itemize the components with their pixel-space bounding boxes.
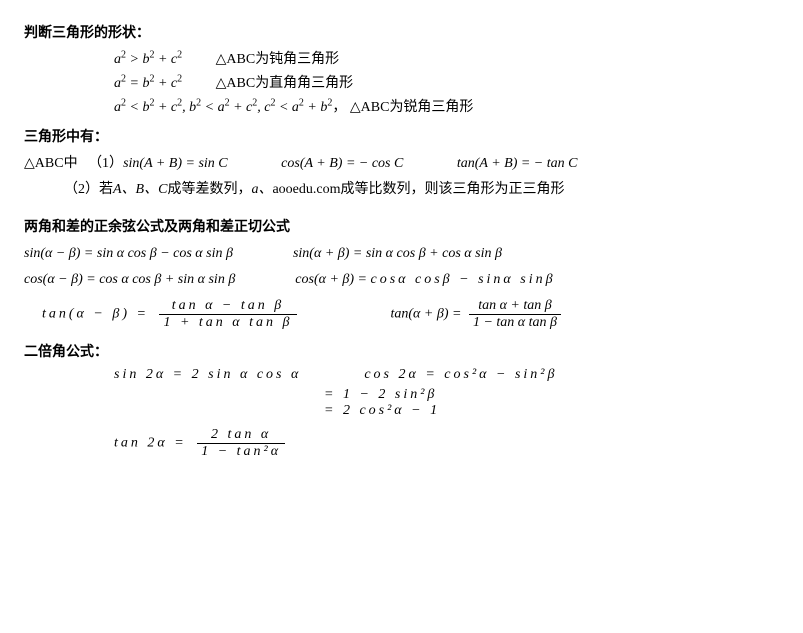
title-shape: 判断三角形的形状：	[24, 22, 779, 42]
double-line-3: = 2 cos²α − 1	[324, 403, 779, 419]
sin-row: sin(α − β) = sin α cos β − cos α sin β s…	[24, 246, 779, 262]
tri-line-1: △ABC中 （1）sin(A + B) = sin C cos(A + B) =…	[24, 152, 779, 172]
shape-line-3: a2 < b2 + c2, b2 < a2 + c2, c2 < a2 + b2…	[114, 96, 779, 116]
double-line-2: = 1 − 2 sin²β	[324, 387, 779, 403]
cos-minus: cos(α − β) = cos α cos β + sin α sin β	[24, 272, 235, 288]
tan-row: tan(α − β) = tan α − tan β1 + tan α tan …	[42, 298, 779, 331]
watermark-text: aooedu.com	[272, 182, 340, 197]
sin-minus: sin(α − β) = sin α cos β − cos α sin β	[24, 246, 233, 262]
title-tri-in: 三角形中有：	[24, 126, 779, 146]
shape-line-1: a2 > b2 + c2 △ABC为钝角三角形	[114, 48, 779, 68]
title-sumdiff: 两角和差的正余弦公式及两角和差正切公式	[24, 216, 779, 236]
title-double: 二倍角公式：	[24, 341, 779, 361]
shape-line-2: a2 = b2 + c2 △ABC为直角角三角形	[114, 72, 779, 92]
tan-minus: tan(α − β) = tan α − tan β1 + tan α tan …	[42, 298, 301, 331]
tan-plus: tan(α + β) = tan α + tan β1 − tan α tan …	[391, 298, 566, 331]
double-tan: tan 2α = 2 tan α1 − tan²α	[114, 427, 779, 460]
cos-row: cos(α − β) = cos α cos β + sin α sin β c…	[24, 272, 779, 288]
sin-plus: sin(α + β) = sin α cos β + cos α sin β	[293, 246, 502, 262]
cos-plus: cos(α + β) = cosα cosβ − sinα sinβ	[295, 272, 555, 288]
tri-line-2: （2）若A、B、C成等差数列，a、aooedu.com成等比数列，则该三角形为正…	[64, 178, 779, 198]
double-line-1: sin 2α = 2 sin α cos α cos 2α = cos²α − …	[114, 367, 779, 383]
